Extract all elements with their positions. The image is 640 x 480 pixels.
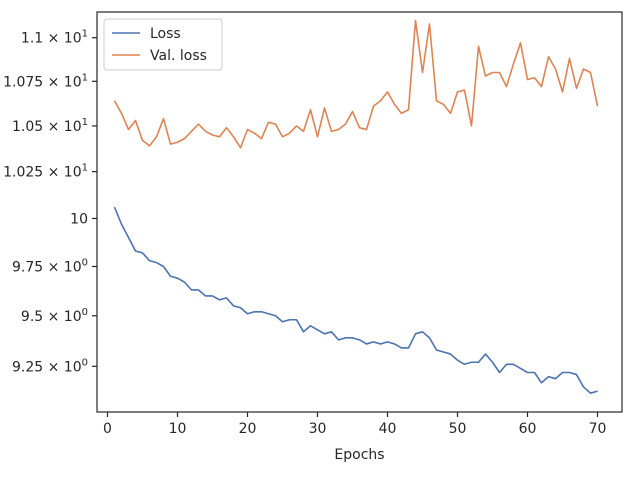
x-tick-label: 40 [379,421,397,437]
legend: Loss Val. loss [103,18,223,71]
x-tick-label: 70 [589,421,607,437]
y-tick-label: 9.5 × 100 [21,307,88,325]
x-tick-label: 10 [169,421,187,437]
legend-box [103,18,223,71]
x-axis-label: Epochs [334,447,384,463]
x-tick-label: 0 [103,421,112,437]
series-line-loss [113,206,598,394]
y-tick-label: 10 [70,211,88,227]
y-tick-label: 1.1 × 101 [21,29,88,47]
x-tick-label: 20 [239,421,257,437]
y-axis-ticks: 9.25 × 100 9.5 × 100 9.75 × 100 10 1.025 × 1… [3,29,97,375]
plot-frame [96,11,623,413]
y-tick-label: 9.75 × 100 [12,257,88,275]
y-tick-label: 1.075 × 101 [3,72,88,90]
x-tick-label: 50 [449,421,467,437]
y-tick-label: 1.05 × 101 [12,117,88,135]
legend-label: Val. loss [150,48,207,64]
y-tick-label: 1.025 × 101 [3,163,88,181]
legend-label: Loss [150,26,181,42]
plot-lines [113,19,599,394]
series-line-val-loss [113,19,599,149]
y-tick-label: 9.25 × 100 [12,357,88,375]
x-tick-label: 30 [309,421,327,437]
x-tick-label: 60 [519,421,537,437]
x-axis-ticks: 0 10 20 30 40 50 60 70 [103,412,606,437]
